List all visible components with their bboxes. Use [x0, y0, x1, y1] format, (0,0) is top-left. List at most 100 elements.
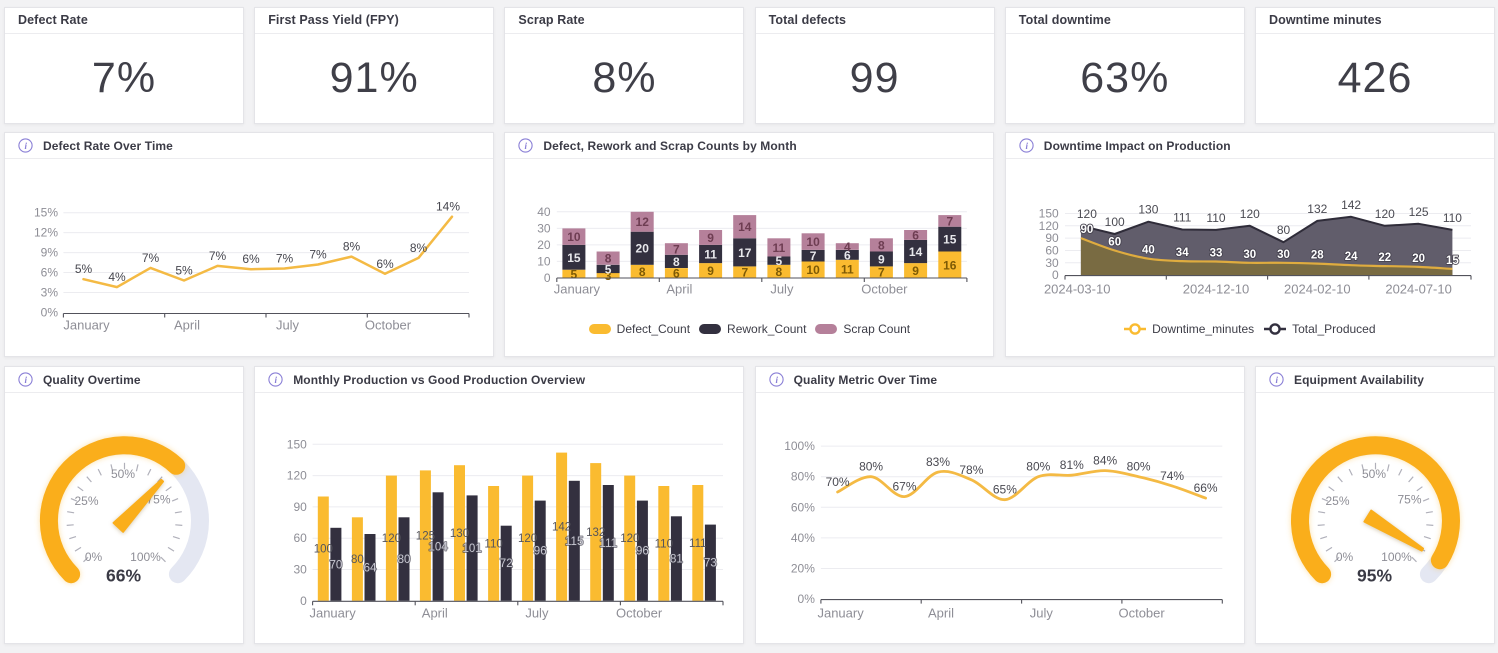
svg-text:33: 33 [1209, 248, 1222, 260]
svg-text:12%: 12% [34, 226, 58, 240]
svg-text:74%: 74% [1160, 469, 1184, 483]
svg-text:9: 9 [708, 264, 715, 278]
svg-text:67%: 67% [892, 480, 916, 494]
svg-text:95%: 95% [1357, 565, 1392, 585]
svg-text:2024-03-10: 2024-03-10 [1044, 282, 1111, 297]
svg-text:81%: 81% [1059, 458, 1083, 472]
svg-text:July: July [771, 282, 795, 297]
svg-text:7: 7 [878, 266, 885, 280]
svg-text:6%: 6% [41, 266, 59, 280]
svg-text:30: 30 [1243, 249, 1256, 261]
svg-text:0%: 0% [797, 592, 815, 606]
svg-text:80%: 80% [859, 460, 883, 474]
svg-text:5: 5 [605, 262, 612, 276]
svg-text:60%: 60% [790, 500, 814, 514]
svg-text:14%: 14% [436, 200, 460, 214]
svg-text:70%: 70% [825, 475, 849, 489]
svg-text:30: 30 [538, 221, 552, 235]
svg-text:8%: 8% [410, 241, 428, 255]
svg-text:150: 150 [1038, 207, 1058, 221]
svg-text:11: 11 [705, 248, 718, 262]
svg-text:25%: 25% [1325, 494, 1349, 508]
svg-text:17: 17 [739, 246, 753, 260]
svg-text:6: 6 [913, 229, 920, 243]
svg-text:90: 90 [1080, 224, 1093, 236]
svg-text:0: 0 [544, 271, 551, 285]
svg-text:January: January [310, 606, 357, 621]
svg-text:110: 110 [655, 538, 673, 550]
svg-text:72: 72 [500, 558, 513, 570]
svg-text:110: 110 [1443, 211, 1462, 225]
svg-text:120: 120 [287, 469, 307, 483]
svg-text:10: 10 [807, 235, 821, 249]
svg-text:11: 11 [841, 262, 854, 276]
svg-text:96: 96 [534, 546, 547, 558]
svg-text:120: 120 [382, 533, 401, 545]
svg-text:115: 115 [565, 536, 583, 548]
svg-text:142: 142 [1341, 198, 1361, 212]
svg-text:111: 111 [689, 538, 706, 550]
svg-text:10: 10 [538, 254, 552, 268]
svg-text:75%: 75% [1397, 492, 1421, 506]
svg-text:73: 73 [704, 558, 717, 570]
svg-text:9: 9 [878, 253, 885, 267]
svg-text:i: i [24, 141, 27, 151]
svg-text:100%: 100% [1381, 550, 1412, 564]
svg-text:October: October [862, 282, 909, 297]
svg-text:40: 40 [1142, 245, 1155, 257]
svg-text:66%: 66% [1193, 481, 1217, 495]
svg-text:120: 120 [620, 533, 639, 545]
svg-text:7%: 7% [309, 248, 327, 262]
svg-text:2024-12-10: 2024-12-10 [1183, 282, 1250, 297]
svg-text:30: 30 [1277, 249, 1290, 261]
svg-text:7%: 7% [142, 251, 160, 265]
svg-text:101: 101 [463, 543, 482, 555]
svg-text:50%: 50% [1362, 467, 1386, 481]
svg-text:80%: 80% [1126, 460, 1150, 474]
svg-text:10: 10 [568, 230, 582, 244]
svg-text:130: 130 [1138, 203, 1158, 217]
svg-text:22: 22 [1378, 252, 1391, 264]
svg-text:66%: 66% [106, 565, 141, 585]
svg-text:120: 120 [1240, 207, 1260, 221]
svg-text:20: 20 [636, 242, 650, 256]
svg-text:14: 14 [909, 245, 923, 259]
svg-text:80%: 80% [1026, 460, 1050, 474]
svg-text:0: 0 [300, 594, 307, 608]
svg-text:4%: 4% [108, 270, 126, 284]
svg-text:50%: 50% [111, 467, 135, 481]
svg-text:40%: 40% [790, 531, 814, 545]
svg-text:July: July [276, 318, 300, 333]
svg-text:130: 130 [450, 528, 469, 540]
svg-text:110: 110 [485, 538, 503, 550]
svg-text:104: 104 [429, 542, 449, 554]
svg-text:2024-07-10: 2024-07-10 [1385, 282, 1452, 297]
svg-text:34: 34 [1176, 247, 1189, 259]
svg-text:132: 132 [1307, 202, 1327, 216]
svg-text:6: 6 [673, 267, 680, 281]
svg-text:25%: 25% [74, 494, 98, 508]
svg-text:8: 8 [673, 255, 680, 269]
svg-text:125: 125 [1408, 205, 1428, 219]
svg-text:October: October [365, 318, 412, 333]
svg-text:6%: 6% [242, 252, 260, 266]
svg-text:132: 132 [586, 527, 605, 539]
svg-text:8: 8 [605, 252, 612, 266]
svg-text:October: October [616, 606, 663, 621]
svg-text:7%: 7% [276, 252, 294, 266]
svg-text:110: 110 [1206, 211, 1225, 225]
svg-text:100: 100 [314, 544, 333, 556]
svg-text:65%: 65% [992, 483, 1016, 497]
svg-text:10: 10 [807, 263, 821, 277]
svg-text:60: 60 [1045, 244, 1059, 258]
svg-text:80%: 80% [790, 470, 814, 484]
svg-text:12: 12 [636, 215, 650, 229]
svg-text:6%: 6% [376, 257, 394, 271]
svg-text:120: 120 [518, 533, 537, 545]
svg-text:142: 142 [552, 522, 571, 534]
svg-text:i: i [24, 375, 27, 385]
svg-text:3: 3 [605, 269, 612, 283]
svg-text:5: 5 [571, 267, 578, 281]
svg-text:8%: 8% [343, 240, 361, 254]
svg-text:84%: 84% [1093, 454, 1117, 468]
